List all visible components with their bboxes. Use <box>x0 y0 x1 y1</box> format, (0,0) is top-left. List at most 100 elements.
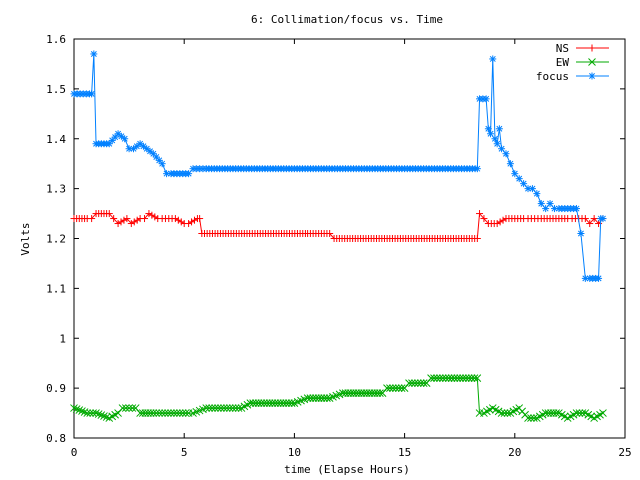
data-point <box>178 409 187 417</box>
data-point <box>467 374 476 383</box>
data-point <box>388 384 397 392</box>
data-point <box>83 409 92 417</box>
data-point <box>450 374 459 383</box>
data-point <box>158 409 167 417</box>
data-point <box>527 414 535 422</box>
x-tick-label: 25 <box>618 446 631 459</box>
data-point <box>172 409 181 417</box>
data-point <box>391 384 400 392</box>
data-point <box>268 399 277 407</box>
data-point <box>171 215 179 223</box>
data-point <box>130 145 138 153</box>
data-point <box>493 220 501 228</box>
legend-label: EW <box>556 56 570 69</box>
data-point <box>473 374 482 383</box>
x-tick-label: 5 <box>181 446 188 459</box>
x-axis-label: time (Elapse Hours) <box>284 463 410 476</box>
y-tick-label: 0.9 <box>46 382 66 395</box>
data-point <box>487 130 495 138</box>
data-point <box>317 394 326 402</box>
data-point <box>595 274 603 282</box>
data-point <box>413 379 422 387</box>
legend-label: NS <box>556 42 569 55</box>
data-point <box>306 394 315 402</box>
data-point <box>473 235 481 242</box>
x-tick-label: 0 <box>71 446 78 459</box>
data-point <box>152 409 161 417</box>
series-focus <box>70 50 607 282</box>
data-point <box>542 205 550 213</box>
data-point <box>285 399 293 407</box>
data-point <box>100 412 108 420</box>
data-point <box>125 404 133 412</box>
data-point <box>110 215 118 223</box>
data-point <box>271 399 279 407</box>
data-point <box>282 399 290 407</box>
data-point <box>185 220 193 228</box>
data-point <box>599 409 607 417</box>
data-point <box>476 210 484 218</box>
data-point <box>427 374 435 383</box>
data-point <box>220 404 228 412</box>
data-point <box>92 409 100 417</box>
data-point <box>405 379 413 387</box>
data-point <box>70 404 78 412</box>
data-point <box>120 216 128 224</box>
data-point <box>287 399 296 407</box>
legend-entry-focus: focus <box>536 70 609 83</box>
data-point <box>175 409 184 417</box>
data-point <box>397 384 406 392</box>
data-point <box>511 170 519 178</box>
data-point <box>188 218 196 226</box>
data-point <box>72 405 81 413</box>
legend-entry-ns: NS <box>556 42 609 55</box>
x-tick-label: 20 <box>508 446 521 459</box>
data-point <box>500 409 509 417</box>
data-point <box>121 404 130 412</box>
y-tick-label: 1.2 <box>46 233 66 246</box>
data-point <box>196 215 204 223</box>
data-point <box>231 404 240 412</box>
data-point <box>148 211 156 219</box>
data-point <box>214 404 222 412</box>
data-point <box>433 374 441 383</box>
data-point <box>573 205 581 213</box>
data-point <box>228 404 237 412</box>
y-tick-label: 1.5 <box>46 83 66 96</box>
data-point <box>97 411 106 419</box>
x-tick-label: 10 <box>288 446 301 459</box>
data-point <box>447 374 456 383</box>
data-point <box>170 409 178 417</box>
data-point <box>533 190 541 198</box>
data-point <box>482 95 490 103</box>
data-point <box>161 409 169 417</box>
data-point <box>581 215 589 223</box>
legend-entry-ew: EW <box>556 56 609 69</box>
data-point <box>578 409 587 417</box>
data-point <box>185 170 193 178</box>
data-point <box>177 218 185 226</box>
data-point <box>499 216 507 224</box>
data-point <box>128 404 137 412</box>
data-point <box>575 409 584 417</box>
data-point <box>114 220 122 228</box>
data-point <box>520 180 528 188</box>
data-point <box>524 185 532 193</box>
data-point <box>581 274 589 282</box>
data-point <box>323 394 331 402</box>
data-point <box>145 210 153 218</box>
data-point <box>133 216 141 224</box>
series-ew <box>70 374 607 422</box>
data-point <box>376 389 384 397</box>
data-point <box>489 55 497 63</box>
data-point <box>408 379 416 387</box>
y-tick-label: 1.1 <box>46 282 66 295</box>
data-point <box>130 218 138 226</box>
data-point <box>202 404 211 412</box>
data-point <box>94 410 103 418</box>
data-point <box>552 409 561 417</box>
data-point <box>586 220 594 228</box>
data-point <box>314 394 323 402</box>
data-point <box>502 150 510 158</box>
y-tick-label: 1.4 <box>46 133 66 146</box>
